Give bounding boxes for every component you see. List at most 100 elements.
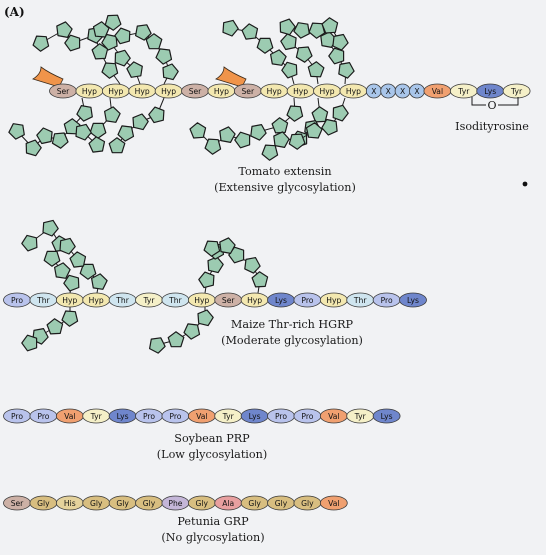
residue-label: Hyp [214,87,229,96]
tomato-residue: X [365,83,382,99]
arabinose-sugar-icon [53,262,71,279]
residue-bead [502,83,531,99]
arabinose-sugar-icon [114,27,131,45]
arabinose-sugar-icon [281,61,298,79]
residue-label: Pro [381,296,393,305]
arabinose-sugar-icon [295,46,313,63]
petunia-residue: Gly [187,495,216,511]
arabinose-sugar-icon [8,123,25,140]
arabinose-sugar-icon [332,104,349,122]
residue-label: Hyp [326,296,341,305]
arabinose-sugar-icon [32,35,50,52]
residue-label: Ser [189,87,202,96]
arabinose-sugar-icon [332,33,349,51]
galactose-flag-shape [32,66,64,88]
tomato-residue: Ser [181,83,209,99]
arabinose-sugar-icon [43,250,61,267]
arabinose-sugar-icon [92,21,110,38]
maize-residue: Thr [161,292,190,308]
peptide-chains: Ser Hyp Hyp Hyp Hyp Ser Hyp Ser Hyp Hyp Hyp Hyp X X X X… [3,83,531,511]
petunia-residue: Gly [293,495,322,511]
residue-label: Pro [37,412,49,421]
arabinose-sugar-icon [293,22,310,39]
residue-label: Hyp [194,296,209,305]
arabinose-sugar-icon [56,21,73,39]
residue-label: Gly [116,499,129,508]
maize-residue: Hyp [240,292,269,308]
residue-label: Val [196,412,207,421]
soybean-caption-subtitle: (Low glycosylation) [157,448,267,461]
arabinose-sugar-icon [234,131,251,149]
maize-residue: Pro [372,292,401,308]
residue-label: Lys [484,87,496,96]
petunia-caption-subtitle: (No glycosylation) [161,531,264,544]
maize-residue: Hyp [187,292,216,308]
arabinose-sugar-icon [321,17,339,34]
residue-label: Pro [275,412,287,421]
residue-label: Ser [11,499,24,508]
tomato-residue: Hyp [286,83,315,99]
petunia-caption: Petunia GRP (No glycosylation) [161,515,264,544]
galactose-flag-icon [32,66,64,88]
sugar-chain [288,97,349,150]
residue-label: Tyr [354,412,367,421]
sugar-chain [21,307,79,352]
arabinose-sugar-icon [207,256,224,274]
maize-caption-subtitle: (Moderate glycosylation) [221,334,363,347]
arabinose-sugar-icon [155,48,173,65]
arabinose-sugar-icon [61,310,79,327]
arabinose-sugar-icon [222,19,239,37]
residue-label: Tyr [457,87,470,96]
arabinose-sugar-icon [126,61,143,78]
residue-label: Pro [301,412,313,421]
petunia-residue: Phe [161,495,190,511]
residue-label: Gly [196,499,209,508]
petunia-residue: Gly [29,495,58,511]
residue-label: Hyp [319,87,334,96]
sugar-chain [8,97,93,157]
isodityrosine-bridge-right [498,97,519,106]
residue-label: X [386,87,391,96]
residue-label: Tyr [510,87,523,96]
arabinose-sugar-icon [183,323,201,340]
arabinose-sugar-icon [64,34,81,52]
maize-residue: Hyp [319,292,348,308]
petunia-residue: Gly [108,495,137,511]
arabinose-sugar-icon [271,117,289,134]
arabinose-sugar-icon [189,122,207,139]
maize-residue: Thr [108,292,137,308]
arabinose-sugar-icon [256,37,274,54]
residue-label: Lys [275,296,287,305]
sugar-chain [222,19,298,85]
arabinose-sugar-icon [25,139,42,157]
residue-label: Hyp [161,87,176,96]
residue-label: Pro [169,412,181,421]
arabinose-sugar-icon [251,271,269,288]
residue-label: Gly [90,499,103,508]
soybean-residue: Pro [29,408,58,424]
tomato-caption-subtitle: (Extensive glycosylation) [214,181,356,194]
soybean-residue: Pro [3,408,31,424]
residue-label: Thr [353,296,367,305]
petunia-residue: Gly [267,495,295,511]
petunia-residue: Gly [135,495,163,511]
tomato-residue: Ser [49,83,77,99]
arabinose-sugar-icon [328,47,345,65]
tomato-residue: Val [423,83,452,99]
arabinose-sugar-icon [42,219,59,237]
tomato-residue: Lys [476,83,505,99]
tomato-residue: X [380,83,397,99]
petunia-peptide-chain: Ser Gly His Gly Gly Gly Phe Gly Ala Gly Gly Gly Val [3,495,348,511]
arabinose-sugar-icon [59,237,76,255]
soybean-residue: Tyr [214,408,243,424]
arabinose-sugar-icon [162,63,179,81]
arabinose-sugar-icon [79,263,97,280]
arabinose-sugar-icon [241,23,259,40]
arabinose-sugar-icon [117,125,135,142]
arabinose-sugar-icon [280,33,297,51]
arabinose-sugar-icon [167,331,185,348]
maize-caption-title: Maize Thr-rich HGRP [231,318,354,331]
tomato-residue: Hyp [101,83,130,99]
